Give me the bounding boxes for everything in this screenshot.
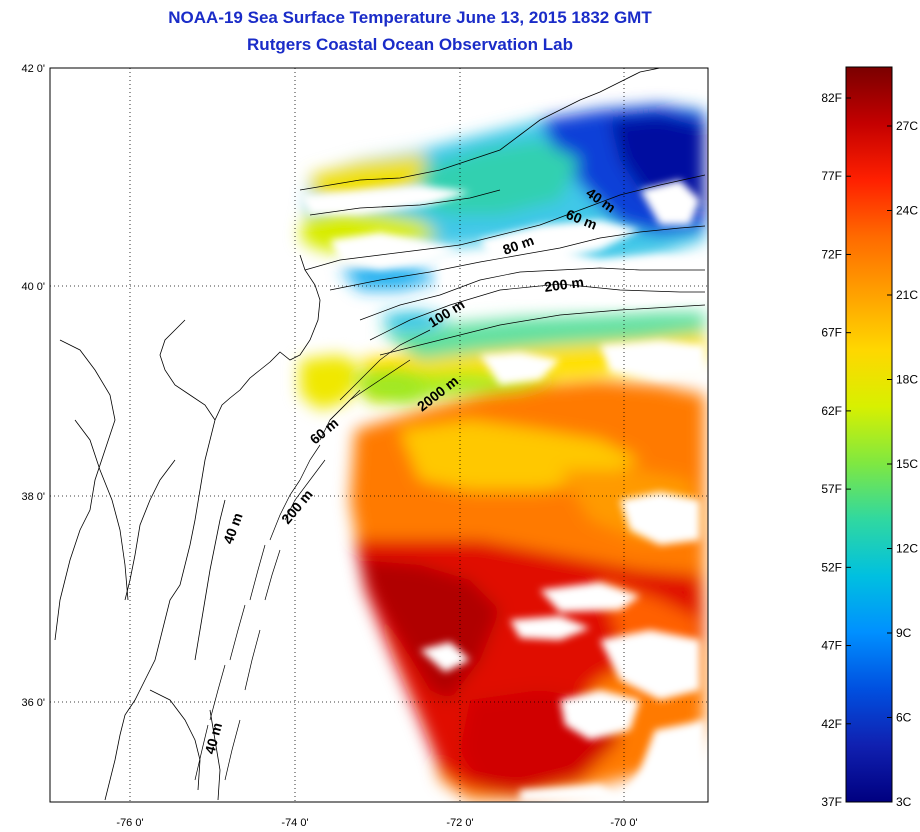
colorbar-celsius-label: 15C	[896, 457, 918, 471]
colorbar-fahrenheit-label: 52F	[821, 560, 842, 574]
coastline	[54, 67, 661, 801]
map-title: NOAA-19 Sea Surface Temperature June 13,…	[168, 8, 652, 27]
lon-tick-label: -72 0'	[446, 817, 473, 829]
graticule	[50, 68, 708, 802]
colorbar-celsius-label: 12C	[896, 542, 918, 556]
depth-label: 200 m	[543, 274, 585, 295]
colorbar-celsius-label: 18C	[896, 373, 918, 387]
colorbar-fahrenheit-label: 47F	[821, 639, 842, 653]
colorbar-celsius-label: 9C	[896, 626, 912, 640]
colorbar-fahrenheit-label: 67F	[821, 326, 842, 340]
lon-axis: -76 0' -74 0' -72 0' -70 0'	[116, 817, 637, 829]
colorbar-fahrenheit-label: 82F	[821, 91, 842, 105]
colorbar: 82F 77F 72F 67F 62F 57F 52F 47F 42F 37F 27C 24C 21C…	[821, 66, 918, 809]
colorbar-scale	[845, 66, 893, 803]
depth-contours	[194, 174, 706, 781]
lat-axis: 42 0' 40 0' 38 0' 36 0'	[21, 63, 45, 709]
lat-tick-label: 38 0'	[21, 491, 45, 503]
colorbar-celsius-label: 24C	[896, 204, 918, 218]
sst-field	[300, 105, 705, 802]
colorbar-fahrenheit-label: 77F	[821, 169, 842, 183]
colorbar-fahrenheit-label: 42F	[821, 717, 842, 731]
depth-label: 40 m	[201, 721, 225, 756]
lat-tick-label: 40 0'	[21, 281, 45, 293]
colorbar-celsius-label: 27C	[896, 119, 918, 133]
lat-tick-label: 36 0'	[21, 697, 45, 709]
colorbar-fahrenheit-label: 57F	[821, 482, 842, 496]
colorbar-fahrenheit-label: 37F	[821, 795, 842, 809]
colorbar-fahrenheit-label: 62F	[821, 404, 842, 418]
colorbar-celsius-label: 3C	[896, 795, 912, 809]
frame-ticks	[49, 67, 709, 803]
lon-tick-label: -70 0'	[610, 817, 637, 829]
lon-tick-label: -76 0'	[116, 817, 143, 829]
colorbar-celsius-label: 6C	[896, 711, 912, 725]
lon-tick-label: -74 0'	[281, 817, 308, 829]
lat-tick-label: 42 0'	[21, 63, 45, 75]
map-subtitle: Rutgers Coastal Ocean Observation Lab	[247, 35, 573, 54]
colorbar-celsius-label: 21C	[896, 288, 918, 302]
colorbar-fahrenheit-label: 72F	[821, 247, 842, 261]
